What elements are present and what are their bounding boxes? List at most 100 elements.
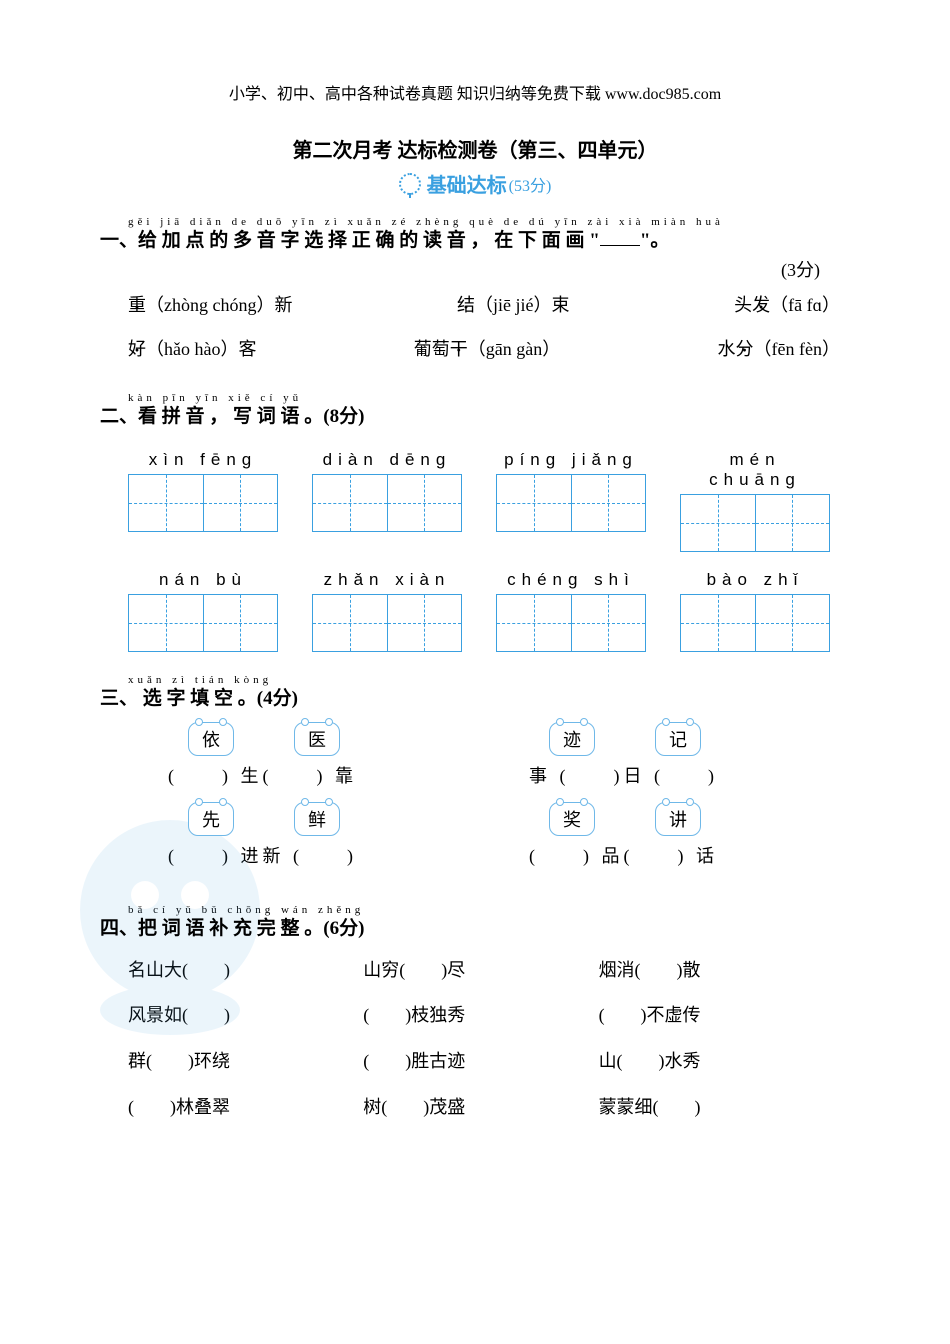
pinyin-label: píng jiǎng xyxy=(496,450,646,470)
char-bubble: 依 xyxy=(188,722,234,756)
s4-row: 群( )环绕 ( )胜古迹 山( )水秀 xyxy=(128,1042,850,1082)
s2-heading: 二、看 拼 音 ， 写 词 语 。(8分) xyxy=(100,402,850,432)
pinyin-label: zhǎn xiàn xyxy=(312,570,462,590)
q-text: （fēn fèn） xyxy=(754,339,840,359)
fill-row: 事 ( ) 日 ( ) xyxy=(529,762,850,788)
s2-row2: nán bù zhǎn xiàn chéng shì bào zhǐ xyxy=(128,570,850,652)
pinyin-label: nán bù xyxy=(128,570,278,590)
fill-row: ( ) 生 ( ) 靠 xyxy=(168,762,489,788)
q-text: （zhòng chóng）新 xyxy=(146,295,292,315)
tian-grid[interactable] xyxy=(496,594,646,652)
pinyin-label: chéng shì xyxy=(496,570,646,590)
fill-item[interactable]: 山( )水秀 xyxy=(599,1042,820,1082)
dot-char: 重 xyxy=(128,295,146,315)
fill-row: ( ) 进 新 ( ) xyxy=(168,842,489,868)
fill-item[interactable]: 名山大( ) xyxy=(128,951,349,991)
badge-score: (53分) xyxy=(509,172,552,196)
tian-grid[interactable] xyxy=(128,474,278,532)
fill-item[interactable]: ( )胜古迹 xyxy=(363,1042,584,1082)
pinyin-cell: bào zhǐ xyxy=(680,570,830,652)
q-text: 头 xyxy=(734,295,752,315)
tian-grid[interactable] xyxy=(496,474,646,532)
s1-heading-pre: 一、给 加 点 的 多 音 字 选 择 正 确 的 读 音 ， 在 下 面 画 … xyxy=(100,230,600,251)
tian-grid[interactable] xyxy=(312,474,462,532)
s3-heading: 三、 选 字 填 空 。(4分) xyxy=(100,684,850,714)
fill-item[interactable]: ( ) 靠 xyxy=(263,762,358,788)
badge-label: 基础达标 xyxy=(427,169,507,198)
bubble-row: 依 医 xyxy=(188,722,489,756)
tian-grid[interactable] xyxy=(312,594,462,652)
fill-item[interactable]: 日 ( ) xyxy=(624,762,719,788)
char-bubble: 迹 xyxy=(549,722,595,756)
blank-underline xyxy=(600,245,640,246)
dot-char: 分 xyxy=(736,339,754,359)
fill-item[interactable]: ( )不虚传 xyxy=(599,996,820,1036)
char-bubble: 奖 xyxy=(549,802,595,836)
pinyin-cell: diàn dēng xyxy=(312,450,462,552)
dot-char: 干 xyxy=(450,339,468,359)
section-3: xuǎn zì tián kòng 三、 选 字 填 空 。(4分) 依 医 (… xyxy=(100,674,850,882)
char-bubble: 讲 xyxy=(655,802,701,836)
fill-item[interactable]: 风景如( ) xyxy=(128,996,349,1036)
bubble-row: 奖 讲 xyxy=(549,802,850,836)
section-1: gěi jiā diǎn de duō yīn zì xuǎn zé zhèng… xyxy=(100,216,850,370)
s1-row2: 好（hǎo hào）客 葡萄干（gān gàn） 水分（fēn fèn） xyxy=(128,330,850,370)
char-bubble: 医 xyxy=(294,722,340,756)
fill-item[interactable]: ( )林叠翠 xyxy=(128,1088,349,1128)
section-2: kàn pīn yīn xiě cí yǔ 二、看 拼 音 ， 写 词 语 。(… xyxy=(100,392,850,652)
fill-item[interactable]: ( ) 品 xyxy=(529,842,624,868)
s1-heading-post: "。 xyxy=(640,230,670,251)
fill-item[interactable]: ( ) 进 xyxy=(168,842,263,868)
pinyin-label: xìn fēng xyxy=(128,450,278,470)
section-badge: 基础达标 (53分) xyxy=(100,169,850,198)
fill-item[interactable]: 新 ( ) xyxy=(263,842,358,868)
s1-score: (3分) xyxy=(100,256,850,282)
fill-item[interactable]: ( )枝独秀 xyxy=(363,996,584,1036)
q-text: （fā fɑ） xyxy=(770,295,840,315)
fill-item[interactable]: 事 ( ) xyxy=(529,762,624,788)
fill-item[interactable]: 蒙蒙细( ) xyxy=(599,1088,820,1128)
dot-char: 结 xyxy=(457,295,475,315)
bubble-row: 先 鲜 xyxy=(188,802,489,836)
q-text: 葡萄 xyxy=(414,339,450,359)
fill-item[interactable]: 树( )茂盛 xyxy=(363,1088,584,1128)
pinyin-cell: píng jiǎng xyxy=(496,450,646,552)
fill-item[interactable]: 烟消( )散 xyxy=(599,951,820,991)
fill-item[interactable]: 群( )环绕 xyxy=(128,1042,349,1082)
q-text: （jiē jié）束 xyxy=(475,295,569,315)
pinyin-label: mén chuāng xyxy=(680,450,830,490)
pinyin-label: bào zhǐ xyxy=(680,570,830,590)
dot-char: 发 xyxy=(752,295,770,315)
pinyin-cell: xìn fēng xyxy=(128,450,278,552)
s1-heading: 一、给 加 点 的 多 音 字 选 择 正 确 的 读 音 ， 在 下 面 画 … xyxy=(100,226,850,256)
s4-row: ( )林叠翠 树( )茂盛 蒙蒙细( ) xyxy=(128,1088,850,1128)
fill-item[interactable]: ( ) 话 xyxy=(624,842,719,868)
s2-row1: xìn fēng diàn dēng píng jiǎng mén chuāng xyxy=(128,450,850,552)
bubble-row: 迹 记 xyxy=(549,722,850,756)
q-text: 水 xyxy=(718,339,736,359)
s4-row: 名山大( ) 山穷( )尽 烟消( )散 xyxy=(128,951,850,991)
q-text: （gān gàn） xyxy=(468,339,560,359)
char-bubble: 先 xyxy=(188,802,234,836)
s4-heading: 四、把 词 语 补 充 完 整 。(6分) xyxy=(100,914,850,944)
exam-title: 第二次月考 达标检测卷（第三、四单元） xyxy=(100,134,850,163)
s1-row1: 重（zhòng chóng）新 结（jiē jié）束 头发（fā fɑ） xyxy=(128,286,850,326)
fill-row: ( ) 品 ( ) 话 xyxy=(529,842,850,868)
q-text: （hǎo hào）客 xyxy=(146,339,256,359)
fill-item[interactable]: 山穷( )尽 xyxy=(363,951,584,991)
pinyin-cell: nán bù xyxy=(128,570,278,652)
char-bubble: 记 xyxy=(655,722,701,756)
tian-grid[interactable] xyxy=(680,594,830,652)
section-4: bǎ cí yǔ bǔ chōng wán zhěng 四、把 词 语 补 充 … xyxy=(100,904,850,1127)
fill-item[interactable]: ( ) 生 xyxy=(168,762,263,788)
char-bubble: 鲜 xyxy=(294,802,340,836)
pinyin-label: diàn dēng xyxy=(312,450,462,470)
header-note: 小学、初中、高中各种试卷真题 知识归纳等免费下载 www.doc985.com xyxy=(100,80,850,104)
tian-grid[interactable] xyxy=(680,494,830,552)
pinyin-cell: mén chuāng xyxy=(680,450,830,552)
dot-char: 好 xyxy=(128,339,146,359)
s4-row: 风景如( ) ( )枝独秀 ( )不虚传 xyxy=(128,996,850,1036)
pinyin-cell: chéng shì xyxy=(496,570,646,652)
pinyin-cell: zhǎn xiàn xyxy=(312,570,462,652)
tian-grid[interactable] xyxy=(128,594,278,652)
